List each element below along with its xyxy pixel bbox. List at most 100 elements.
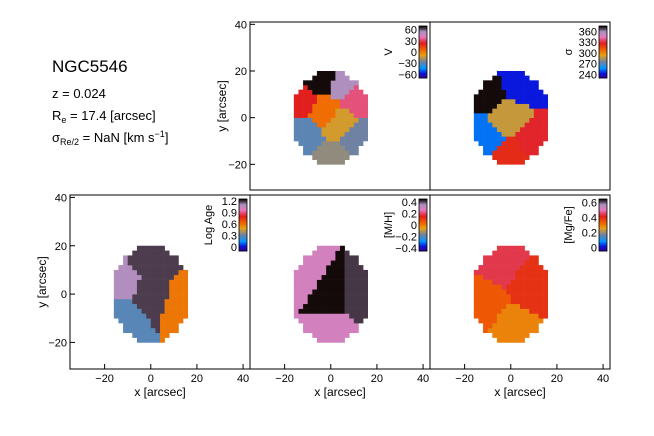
map-pixel [538, 103, 544, 109]
map-pixel [487, 117, 493, 123]
map-pixel [492, 255, 498, 261]
colorbar-tick-label: −0.2 [395, 232, 417, 244]
map-pixel [533, 150, 539, 156]
map-pixel [358, 284, 364, 290]
map-pixel [298, 103, 304, 109]
map-pixel [533, 289, 539, 295]
colorbar-segment [419, 44, 427, 46]
map-pixel [349, 313, 355, 319]
colorbar-segment [239, 243, 247, 245]
map-pixel [132, 250, 138, 256]
map-pixel [520, 294, 525, 300]
map-pixel [173, 284, 179, 290]
colorbar-segment [599, 44, 607, 46]
map-pixel [164, 313, 170, 319]
map-pixel [344, 294, 350, 300]
map-pixel [321, 260, 327, 266]
map-pixel [492, 141, 498, 146]
colorbar-segment [419, 26, 427, 28]
map-pixel [520, 303, 525, 309]
map-pixel [483, 323, 488, 329]
map-pixel [173, 260, 179, 266]
map-pixel [183, 279, 188, 285]
map-pixel [335, 113, 341, 118]
map-pixel [316, 71, 322, 76]
map-pixel [340, 155, 345, 160]
map-pixel [363, 308, 368, 314]
map-pixel [136, 289, 142, 295]
map-pixel [335, 274, 341, 280]
map-pixel [353, 303, 359, 309]
colorbar-segment [599, 55, 607, 58]
map-pixel [298, 284, 304, 290]
map-pixel [312, 250, 318, 256]
map-pixel [127, 274, 133, 280]
colorbar-segment [419, 239, 427, 241]
map-pixel [506, 255, 512, 261]
colorbar-segment [239, 249, 247, 252]
map-pixel [155, 337, 161, 343]
galaxy-name: NGC5546 [52, 57, 128, 76]
x-tick-label: 0 [328, 373, 334, 385]
map-pixel [127, 294, 133, 300]
map-pixel [483, 80, 488, 86]
map-pixel [150, 289, 156, 295]
colorbar-segment [419, 221, 427, 223]
map-pixel [330, 94, 336, 100]
map-pixel [303, 318, 308, 324]
colorbar-segment [239, 201, 247, 204]
map-pixel [335, 294, 341, 300]
map-pixel [363, 274, 368, 280]
map-pixel [298, 265, 304, 271]
map-pixel [524, 145, 530, 151]
colorbar-segment [419, 199, 427, 201]
colorbar-segment [599, 225, 607, 227]
map-pixel [344, 85, 350, 90]
map-pixel [146, 250, 152, 256]
map-pixel [141, 274, 147, 280]
map-pixel [335, 103, 341, 109]
map-pixel [113, 308, 119, 314]
colorbar-segment [599, 205, 607, 208]
colorbar-segment [599, 71, 607, 74]
map-pixel [326, 94, 332, 100]
colorbar-segment [599, 201, 607, 204]
colorbar-segment [419, 212, 427, 214]
map-pixel [533, 85, 539, 90]
map-pixels [113, 245, 188, 343]
map-pixel [473, 122, 479, 128]
map-pixel [160, 250, 165, 256]
map-pixel [538, 131, 544, 137]
map-pixel [150, 260, 156, 266]
map-pixel [492, 332, 498, 338]
x-tick-label: 40 [417, 373, 429, 385]
map-pixel [123, 269, 128, 276]
map-pixel [487, 136, 493, 142]
map-pixel [520, 327, 525, 334]
map-pixel [349, 298, 355, 305]
map-pixel [150, 279, 156, 285]
map-pixel [307, 318, 313, 324]
map-pixel [303, 150, 308, 156]
map-pixel [492, 145, 498, 151]
map-pixel [501, 122, 507, 128]
map-pixel [506, 136, 512, 142]
colorbar-tick-label: −60 [398, 69, 417, 81]
map-pixel [127, 255, 133, 261]
map-pixel [473, 284, 479, 290]
map-pixel [492, 89, 498, 95]
colorbar-segment [419, 240, 427, 243]
map-pixel [321, 108, 327, 114]
map-pixel [496, 127, 502, 132]
map-pixel [141, 260, 147, 266]
map-pixel [293, 294, 299, 300]
map-pixel [515, 279, 521, 285]
map-pixel [344, 318, 350, 324]
map-pixel [543, 117, 548, 123]
map-pixel [303, 108, 308, 114]
map-pixel [506, 75, 512, 81]
map-pixel [335, 89, 341, 95]
map-pixel [363, 99, 368, 104]
map-pixel [473, 103, 479, 109]
